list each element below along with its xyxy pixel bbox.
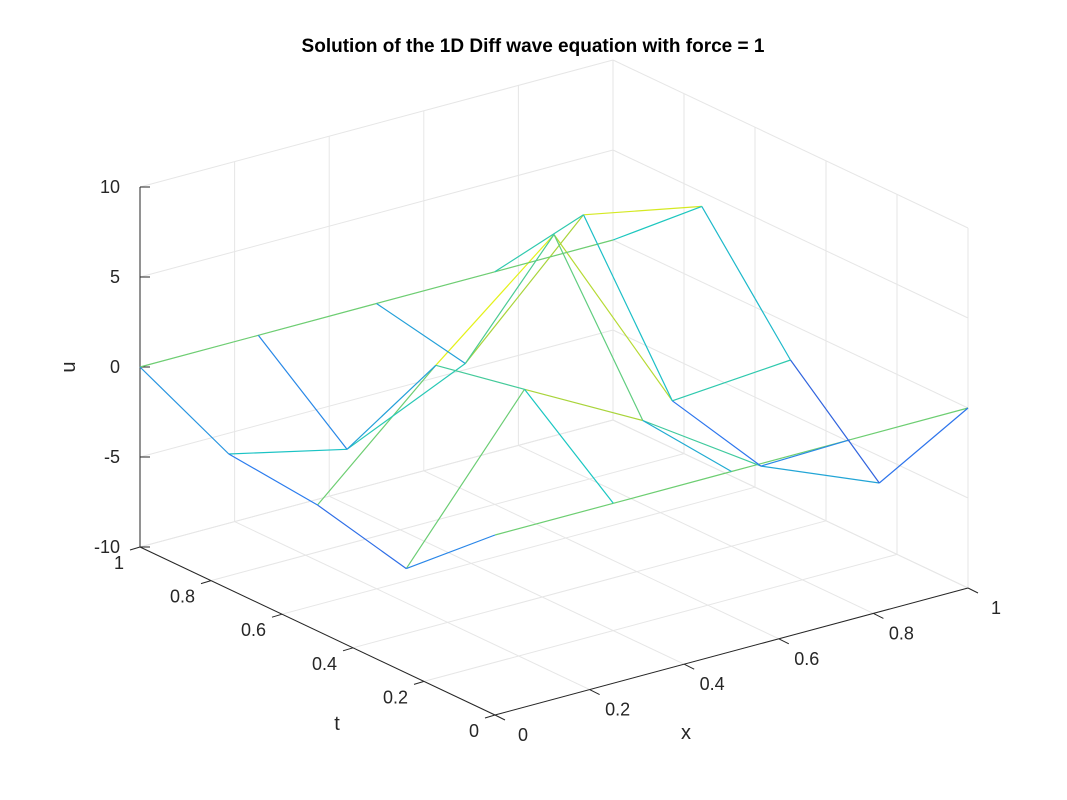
mesh-edge <box>878 407 969 484</box>
x-tick-mark <box>589 689 600 696</box>
x-tick-mark <box>494 714 506 721</box>
mesh-edge <box>524 388 614 504</box>
x-tick-label: 1 <box>991 598 1001 618</box>
mesh-edge <box>405 388 526 569</box>
mesh-edge <box>228 453 318 506</box>
chart-title: Solution of the 1D Diff wave equation wi… <box>302 36 765 57</box>
x-axis-label: x <box>681 722 691 744</box>
x-tick-mark <box>683 663 695 670</box>
gridline-sidewall-z <box>612 419 969 589</box>
mesh-edge <box>376 303 466 364</box>
gridline-floor-t <box>352 520 827 649</box>
mesh-edge <box>553 234 644 421</box>
mesh-edge <box>406 534 496 570</box>
y-axis-label: t <box>334 713 340 735</box>
gridline-backwall-z <box>139 59 614 188</box>
y-tick-label: 0.4 <box>312 654 337 674</box>
mesh-edge <box>612 205 703 241</box>
x-tick-label: 0.2 <box>605 700 630 720</box>
mesh-edge <box>582 214 673 402</box>
gridline-sidewall-z <box>612 149 969 319</box>
mesh-edge <box>228 448 348 455</box>
mesh-edge <box>464 234 555 364</box>
mesh-edge <box>760 465 880 484</box>
mesh-edge <box>790 359 880 484</box>
x-axis-line <box>494 587 969 716</box>
grid-layer <box>139 59 969 716</box>
mesh-edge <box>464 214 584 364</box>
gridline-floor-x <box>518 444 874 614</box>
y-tick-mark <box>413 680 425 685</box>
mesh-edge <box>672 359 791 402</box>
y-tick-label: 0.8 <box>170 587 195 607</box>
y-tick-label: 1 <box>114 553 124 573</box>
mesh-layer <box>139 205 969 570</box>
gridline-floor-x <box>328 495 685 665</box>
y-axis-line <box>139 546 496 716</box>
mesh-edge <box>317 504 407 570</box>
mesh-edge <box>494 239 614 273</box>
gridline-floor-x <box>234 521 590 691</box>
y-tick-mark <box>342 647 354 652</box>
mesh-edge <box>494 214 584 273</box>
x-tick-mark <box>778 638 790 645</box>
gridline-backwall-z <box>139 149 614 278</box>
mesh-edge <box>258 302 377 336</box>
mesh-edge <box>435 234 555 366</box>
z-tick-label: -10 <box>94 537 120 557</box>
gridline-floor-t <box>210 453 685 582</box>
x-tick-label: 0.4 <box>700 674 725 694</box>
mesh-edge <box>701 206 792 361</box>
mesh-edge <box>317 364 437 506</box>
mesh-edge <box>642 419 732 473</box>
gridline-sidewall-z <box>612 239 969 409</box>
z-tick-label: -5 <box>104 447 120 467</box>
mesh-edge <box>139 366 230 455</box>
gridline-floor-t <box>423 553 898 682</box>
x-tick-label: 0.6 <box>794 649 819 669</box>
mesh-edge <box>553 234 673 402</box>
gridline-backwall-z <box>139 329 614 458</box>
y-tick-mark <box>271 613 283 618</box>
y-tick-mark <box>484 714 496 719</box>
mesh-edge <box>849 407 969 441</box>
z-tick-label: 0 <box>110 357 120 377</box>
mesh-edge <box>494 502 614 536</box>
y-tick-mark <box>129 546 141 551</box>
mesh-edge <box>346 364 437 450</box>
z-tick-label: 10 <box>100 177 120 197</box>
y-tick-mark <box>200 580 212 585</box>
x-tick-mark <box>967 587 979 594</box>
gridline-floor-x <box>423 470 780 640</box>
mesh-edge <box>346 363 466 450</box>
mesh-edge <box>524 388 643 422</box>
gridline-backwall-z <box>139 419 614 548</box>
y-tick-label: 0 <box>469 721 479 741</box>
x-tick-label: 0.8 <box>889 623 914 643</box>
gridline-floor-t <box>281 486 756 615</box>
gridline-sidewall-z <box>612 59 969 229</box>
z-tick-label: 5 <box>110 267 120 287</box>
mesh-edge <box>435 364 525 390</box>
mesh-edge <box>376 271 495 305</box>
mesh-edge <box>642 419 762 467</box>
z-axis-label: u <box>58 361 80 372</box>
x-tick-label: 0 <box>518 725 528 745</box>
y-tick-label: 0.2 <box>383 687 408 707</box>
mesh-edge <box>671 400 762 467</box>
mesh-edge <box>613 470 732 504</box>
mesh-edge <box>760 439 850 467</box>
mesh-edge <box>139 334 259 368</box>
y-tick-label: 0.6 <box>241 620 266 640</box>
mesh-edge <box>583 205 702 216</box>
mesh-edge <box>257 334 348 450</box>
x-tick-mark <box>873 612 884 619</box>
gridline-sidewall-z <box>612 329 969 499</box>
